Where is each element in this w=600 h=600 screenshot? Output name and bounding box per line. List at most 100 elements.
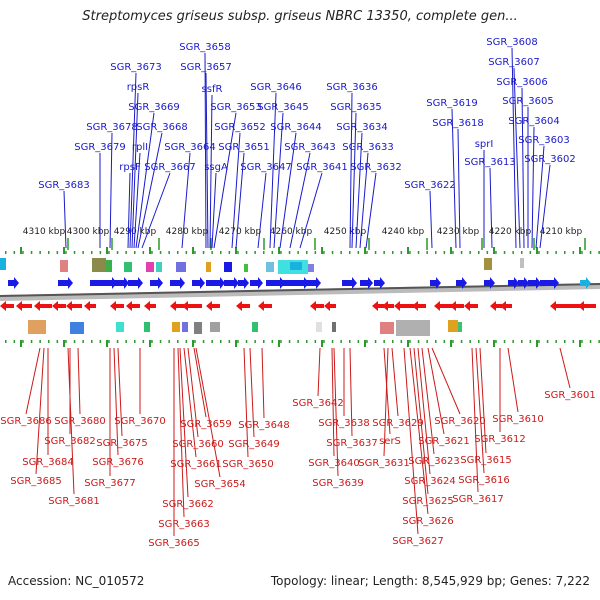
- scale-dot: [478, 251, 480, 254]
- scale-dot: [374, 251, 377, 254]
- bottom-label-leader: [383, 347, 391, 435]
- reverse-gene-arrow: [490, 301, 502, 311]
- scale-major-dot: [63, 247, 65, 254]
- scale-dot: [30, 251, 33, 254]
- scale-major-dot: [579, 340, 581, 347]
- scale-dot: [443, 340, 446, 343]
- scale-major-dot: [63, 340, 65, 347]
- top-label-leader: [181, 152, 191, 249]
- scale-major-dot: [106, 247, 108, 254]
- bottom-label-leader: [177, 347, 185, 518]
- scale-tick-label: 4240 kbp: [382, 227, 425, 237]
- top-label-leader: [457, 128, 461, 249]
- scale-dot: [452, 340, 454, 343]
- top-label-leader: [429, 190, 433, 249]
- reverse-gene-arrow: [434, 301, 454, 311]
- reverse-gene-arrow: [236, 301, 250, 311]
- bottom-gene-label: SGR_3685: [10, 476, 62, 487]
- top-label-leader: [299, 172, 323, 249]
- top-label-leader: [209, 94, 213, 249]
- scale-dot: [555, 251, 557, 254]
- gene-category-block: [70, 322, 84, 334]
- bottom-gene-label: SGR_3638: [318, 418, 370, 429]
- scale-dot: [151, 340, 153, 343]
- scale-dot: [323, 340, 325, 343]
- gene-category-block: [116, 322, 124, 332]
- top-gene-label: SGR_3607: [488, 57, 540, 68]
- scale-major-dot: [450, 340, 452, 347]
- scale-major-dot: [579, 247, 581, 254]
- bottom-label-leader: [249, 347, 255, 438]
- scale-major-dot: [407, 340, 409, 347]
- scale-dot: [65, 340, 67, 343]
- scale-dot: [495, 251, 497, 254]
- forward-gene-arrow: [90, 277, 117, 289]
- scale-dot: [116, 251, 119, 254]
- bottom-label-leader: [261, 347, 265, 419]
- top-label-leader: [365, 172, 377, 249]
- scale-dot: [340, 340, 342, 343]
- scale-dot: [460, 251, 463, 254]
- scale-dot: [134, 251, 136, 254]
- scale-dot: [39, 251, 41, 254]
- scale-dot: [211, 340, 213, 343]
- bottom-gene-label: SGR_3663: [158, 519, 210, 530]
- scale-dot: [73, 251, 76, 254]
- bottom-label-leader: [409, 347, 429, 515]
- scale-dot: [478, 340, 480, 343]
- forward-gene-arrow: [518, 277, 529, 289]
- topology-summary: Topology: linear; Length: 8,545,929 bp; …: [270, 574, 590, 588]
- scale-tick-label: 4270 kbp: [219, 227, 262, 237]
- scale-dot: [125, 251, 127, 254]
- scale-dot: [91, 251, 93, 254]
- scale-major-dot: [493, 340, 495, 347]
- scale-dot: [383, 340, 385, 343]
- scale-dot: [297, 251, 299, 254]
- scale-major-dot: [493, 247, 495, 254]
- top-gene-label: SGR_3664: [164, 142, 216, 153]
- scale-dot: [546, 251, 549, 254]
- gene-category-block: [224, 262, 232, 272]
- gene-category-block: [332, 322, 336, 332]
- scale-dot: [392, 340, 394, 343]
- scale-dot: [495, 340, 497, 343]
- scale-dot: [589, 251, 592, 254]
- gene-category-block: [92, 258, 106, 272]
- scale-major-dot: [364, 340, 366, 347]
- top-gene-label: SGR_3658: [179, 42, 231, 53]
- scale-dot: [168, 340, 170, 343]
- scale-dot: [116, 340, 119, 343]
- gene-category-block: [0, 258, 6, 270]
- top-label-leader: [535, 145, 545, 249]
- scale-major-dot: [235, 247, 237, 254]
- bottom-label-leader: [195, 347, 221, 478]
- scale-dot: [99, 340, 102, 343]
- scale-dot: [142, 251, 145, 254]
- bottom-gene-label: SGR_3686: [0, 416, 52, 427]
- scale-major-dot: [106, 340, 108, 347]
- scale-tick-label: 4260 kbp: [270, 227, 313, 237]
- scale-major-dot: [149, 340, 151, 347]
- scale-dot: [30, 340, 33, 343]
- scale-dot: [220, 340, 222, 343]
- reverse-gene-arrow: [372, 301, 384, 311]
- bottom-label-leader: [333, 347, 339, 477]
- bottom-label-leader: [431, 347, 461, 415]
- scale-dot: [512, 251, 514, 254]
- scale-dot: [151, 251, 153, 254]
- scale-dot: [185, 251, 188, 254]
- gene-category-block: [28, 320, 46, 334]
- reverse-gene-arrow: [324, 301, 336, 311]
- scale-dot: [56, 251, 59, 254]
- bottom-label-leader: [35, 347, 45, 475]
- scale-dot: [13, 340, 16, 343]
- bottom-gene-label: SGR_3659: [180, 419, 232, 430]
- scale-dot: [400, 340, 403, 343]
- bottom-gene-label: SGR_3629: [372, 418, 424, 429]
- bottom-label-leader: [193, 347, 207, 418]
- scale-dot: [340, 251, 342, 254]
- top-gene-label: SGR_3606: [496, 77, 548, 88]
- bottom-label-leader: [183, 347, 197, 458]
- scale-dot: [572, 251, 575, 254]
- forward-gene-arrow: [8, 277, 19, 289]
